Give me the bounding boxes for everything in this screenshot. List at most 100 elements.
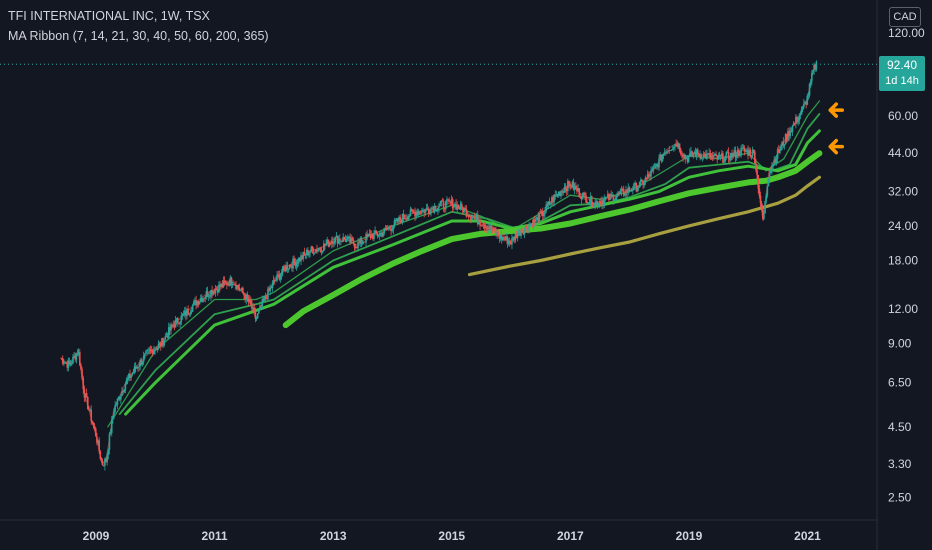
time-axis[interactable]: 2009 2011 2013 2015 2017 2019 2021 — [83, 529, 822, 543]
candle-body — [703, 153, 706, 155]
candle-body — [75, 353, 78, 360]
candle-body — [309, 251, 311, 253]
candle-body — [478, 222, 480, 225]
ma-line-3 — [124, 129, 821, 416]
candle-body — [788, 131, 790, 137]
candle-body — [165, 336, 168, 337]
candle-body — [368, 233, 371, 235]
candle-body — [586, 202, 589, 204]
candle-body — [433, 206, 436, 213]
candle-body — [657, 164, 659, 168]
candle-body — [603, 199, 606, 205]
candle-body — [341, 240, 343, 242]
x-tick-label: 2017 — [557, 529, 584, 543]
candle-body — [373, 233, 375, 239]
candle-body — [291, 266, 293, 269]
candle-body — [691, 151, 693, 156]
candle-body — [147, 349, 150, 351]
candle-body — [639, 179, 642, 182]
candle-body — [752, 149, 755, 152]
y-tick-label: 12.00 — [888, 302, 918, 316]
candle-body — [244, 295, 246, 301]
candle-body — [229, 277, 232, 286]
candle-body — [682, 154, 684, 158]
candle-body — [277, 274, 280, 276]
candle-body — [287, 268, 290, 270]
candle-body — [470, 215, 472, 220]
candle-body — [584, 192, 586, 196]
candle-body — [538, 212, 541, 223]
candle-body — [366, 234, 368, 237]
candle-body — [172, 325, 175, 327]
candle-body — [140, 360, 143, 365]
currency-badge[interactable]: CAD — [889, 7, 921, 27]
candle-body — [593, 205, 595, 208]
candle-body — [175, 317, 178, 321]
candle-body — [310, 246, 313, 252]
candle-body — [158, 342, 161, 344]
candle-body — [267, 288, 269, 300]
candle-body — [785, 134, 788, 141]
candle-body — [223, 280, 226, 283]
candle-body — [760, 203, 763, 208]
y-tick-label: 44.00 — [888, 146, 918, 160]
candle-body — [83, 388, 86, 398]
candle-body — [715, 154, 717, 157]
candle-body — [513, 237, 516, 241]
candle-body — [299, 258, 301, 262]
candle-body — [139, 360, 142, 367]
last-price-tag: 92.40 1d 14h — [879, 56, 925, 91]
candle-body — [450, 199, 453, 203]
candle-body — [449, 201, 452, 203]
candle-body — [415, 212, 417, 217]
candle-body — [302, 251, 305, 259]
candle-body — [67, 361, 70, 368]
candle-body — [72, 356, 74, 364]
candle-body — [280, 272, 283, 276]
chart-grid — [0, 0, 878, 550]
candle-body — [747, 149, 749, 156]
candle-body — [610, 194, 612, 196]
candle-body — [646, 174, 649, 178]
candle-body — [612, 195, 615, 202]
candle-body — [520, 231, 522, 236]
candle-body — [517, 230, 520, 234]
candle-body — [131, 373, 134, 376]
candle-body — [195, 300, 197, 306]
candle-body — [215, 289, 218, 290]
candle-body — [547, 201, 550, 205]
candle-body — [722, 153, 724, 163]
candle-body — [437, 207, 439, 211]
candle-body — [457, 204, 460, 209]
price-axis[interactable]: 120.0080.0060.0044.0032.0024.0018.0012.0… — [888, 26, 925, 504]
candle-body — [300, 255, 302, 262]
candle-body — [735, 155, 738, 158]
candle-body — [281, 266, 284, 273]
candle-body — [319, 248, 322, 250]
candle-body — [553, 194, 555, 202]
candle-body — [98, 440, 100, 452]
candle-body — [621, 188, 624, 190]
candle-body — [699, 154, 701, 157]
indicator-legend[interactable]: MA Ribbon (7, 14, 21, 30, 40, 50, 60, 20… — [8, 29, 269, 43]
candle-body — [505, 236, 508, 240]
candle-body — [426, 208, 429, 210]
candle-body — [755, 163, 757, 171]
candle-body — [804, 101, 806, 104]
candle-body — [488, 227, 490, 230]
candle-body — [304, 253, 307, 255]
candle-body — [611, 195, 614, 196]
candle-body — [750, 155, 753, 157]
candle-body — [740, 147, 742, 156]
candle-body — [238, 288, 241, 291]
candle-body — [562, 191, 565, 193]
candle-body — [636, 187, 639, 192]
candle-body — [455, 203, 457, 210]
candle-body — [446, 199, 448, 201]
candle-body — [102, 465, 105, 466]
candle-body — [326, 239, 329, 244]
candle-body — [108, 434, 111, 450]
candle-body — [571, 181, 574, 188]
candle-body — [594, 202, 596, 206]
